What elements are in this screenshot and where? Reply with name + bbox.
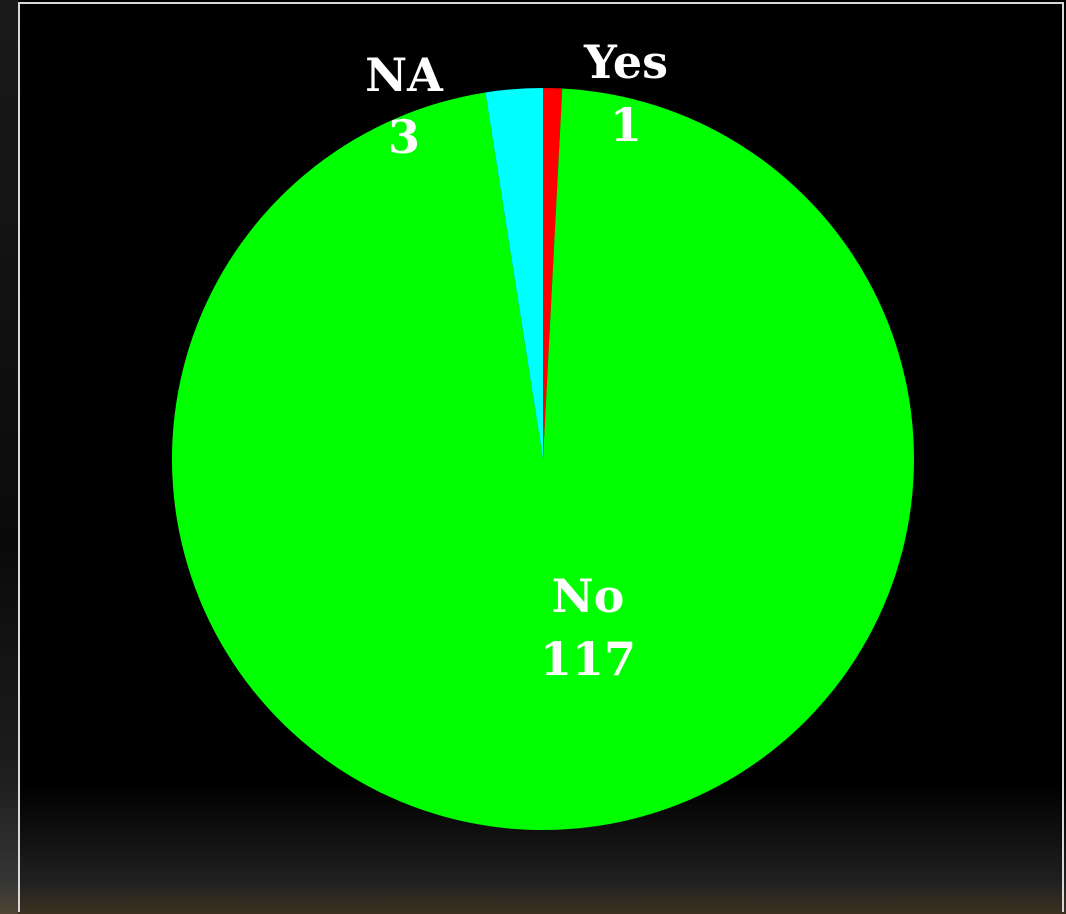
slice-value-no: 117 bbox=[540, 632, 636, 686]
slice-value-na: 3 bbox=[388, 110, 420, 164]
slice-label-yes: Yes bbox=[583, 35, 668, 89]
pie-slice-na bbox=[485, 88, 543, 459]
pie-labels: Yes 1 No 117 NA 3 bbox=[365, 35, 668, 686]
pie-slice-yes bbox=[543, 88, 563, 459]
slice-value-yes: 1 bbox=[610, 98, 642, 152]
slice-label-no: No bbox=[552, 569, 625, 623]
pie-slice-no bbox=[171, 88, 914, 830]
pie-slices bbox=[171, 88, 914, 830]
slice-label-na: NA bbox=[365, 48, 444, 102]
chart-frame bbox=[18, 2, 1064, 912]
